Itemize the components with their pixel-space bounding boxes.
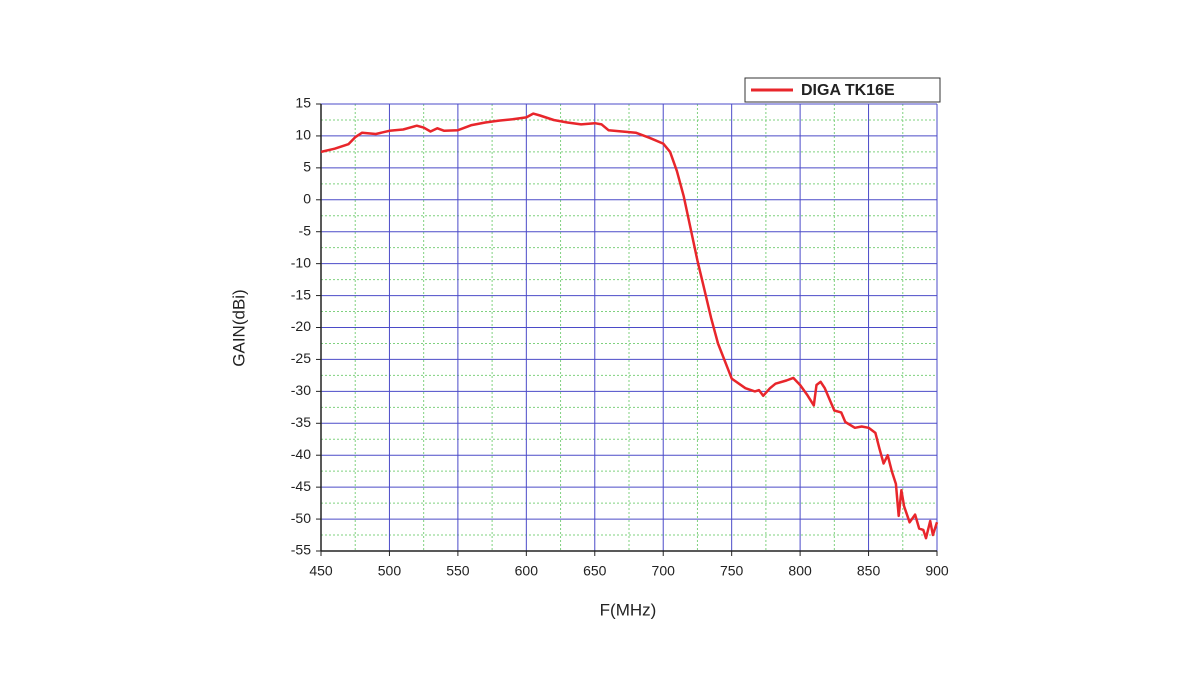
y-tick-label: -25	[291, 350, 311, 366]
x-tick-label: 750	[720, 563, 744, 579]
x-tick-label: 500	[378, 563, 402, 579]
x-tick-label: 600	[515, 563, 539, 579]
x-tick-label: 900	[925, 563, 949, 579]
y-tick-label: -5	[299, 222, 312, 238]
y-tick-label: -45	[291, 478, 311, 494]
y-tick-label: -30	[291, 382, 311, 398]
x-tick-label: 550	[446, 563, 470, 579]
y-tick-label: 10	[295, 127, 311, 143]
x-tick-label: 800	[788, 563, 812, 579]
y-tick-label: -50	[291, 510, 311, 526]
y-tick-label: -10	[291, 254, 311, 270]
y-tick-label: -15	[291, 286, 311, 302]
x-tick-label: 450	[309, 563, 333, 579]
y-tick-label: 0	[303, 190, 311, 206]
legend-label: DIGA TK16E	[801, 82, 895, 99]
y-tick-label: 15	[295, 95, 311, 111]
x-tick-label: 650	[583, 563, 607, 579]
y-axis-label: GAIN(dBi)	[229, 289, 248, 366]
y-tick-label: -40	[291, 446, 311, 462]
x-tick-label: 850	[857, 563, 881, 579]
y-tick-label: -20	[291, 318, 311, 334]
y-tick-label: -55	[291, 542, 311, 558]
x-axis-label: F(MHz)	[600, 600, 657, 619]
data-line	[320, 112, 939, 540]
y-tick-label: 5	[303, 159, 311, 175]
y-tick-label: -35	[291, 414, 311, 430]
x-tick-label: 700	[652, 563, 676, 579]
